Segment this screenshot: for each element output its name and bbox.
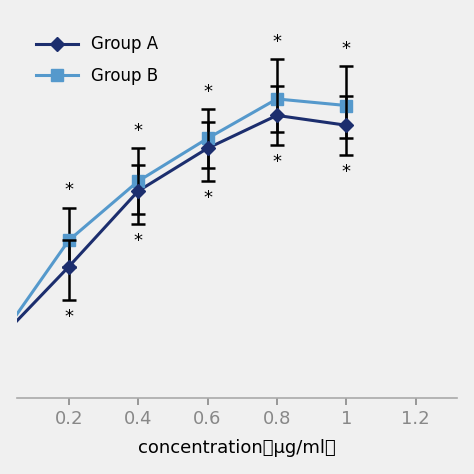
Text: *: *: [342, 163, 351, 181]
Text: *: *: [273, 33, 282, 51]
Text: *: *: [203, 190, 212, 208]
Text: *: *: [203, 82, 212, 100]
Text: *: *: [64, 308, 73, 326]
Text: *: *: [273, 153, 282, 171]
Text: *: *: [134, 122, 143, 140]
Text: *: *: [64, 182, 73, 199]
Text: *: *: [134, 232, 143, 250]
Legend: Group A, Group B: Group A, Group B: [29, 29, 165, 91]
Text: *: *: [342, 40, 351, 58]
X-axis label: concentration（μg/ml）: concentration（μg/ml）: [138, 439, 336, 457]
